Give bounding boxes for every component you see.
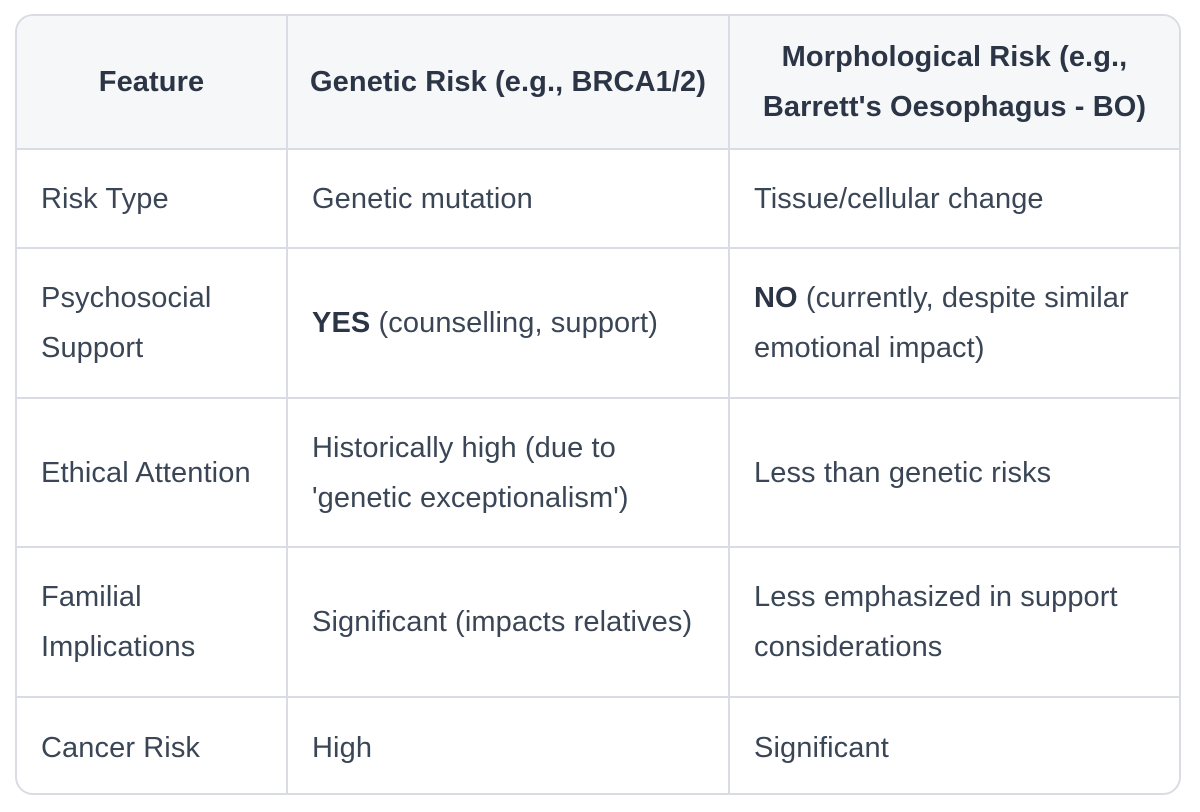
table-row: Risk Type Genetic mutation Tissue/cellul… — [17, 148, 1179, 249]
row-feature-cell: Risk Type — [17, 148, 288, 249]
table-row: Psychosocial Support YES (counselling, s… — [17, 247, 1179, 399]
emphasis-text: NO — [754, 282, 798, 314]
morphological-risk-cell: Significant — [728, 696, 1179, 793]
morphological-risk-cell: Tissue/cellular change — [728, 148, 1179, 249]
emphasis-text: YES — [312, 307, 371, 339]
table-row: Ethical Attention Historically high (due… — [17, 397, 1179, 548]
header-feature: Feature — [17, 16, 288, 150]
table-header-row: Feature Genetic Risk (e.g., BRCA1/2) Mor… — [17, 16, 1179, 150]
table-row: Familial Implications Significant (impac… — [17, 546, 1179, 698]
morphological-risk-cell: NO (currently, despite similar emotional… — [728, 247, 1179, 399]
header-morphological-risk: Morphological Risk (e.g., Barrett's Oeso… — [728, 16, 1179, 150]
table-row: Cancer Risk High Significant — [17, 696, 1179, 793]
comparison-table: Feature Genetic Risk (e.g., BRCA1/2) Mor… — [17, 16, 1179, 793]
genetic-risk-cell: High — [286, 696, 730, 793]
row-feature-cell: Psychosocial Support — [17, 247, 288, 399]
cell-text: (currently, despite similar emotional im… — [754, 282, 1129, 364]
comparison-table-container: Feature Genetic Risk (e.g., BRCA1/2) Mor… — [15, 14, 1181, 795]
cell-text: (counselling, support) — [370, 307, 658, 339]
morphological-risk-cell: Less than genetic risks — [728, 397, 1179, 548]
genetic-risk-cell: Historically high (due to 'genetic excep… — [286, 397, 730, 548]
row-feature-cell: Ethical Attention — [17, 397, 288, 548]
header-genetic-risk: Genetic Risk (e.g., BRCA1/2) — [286, 16, 730, 150]
genetic-risk-cell: Significant (impacts relatives) — [286, 546, 730, 698]
row-feature-cell: Cancer Risk — [17, 696, 288, 793]
row-feature-cell: Familial Implications — [17, 546, 288, 698]
genetic-risk-cell: YES (counselling, support) — [286, 247, 730, 399]
genetic-risk-cell: Genetic mutation — [286, 148, 730, 249]
morphological-risk-cell: Less emphasized in support consideration… — [728, 546, 1179, 698]
